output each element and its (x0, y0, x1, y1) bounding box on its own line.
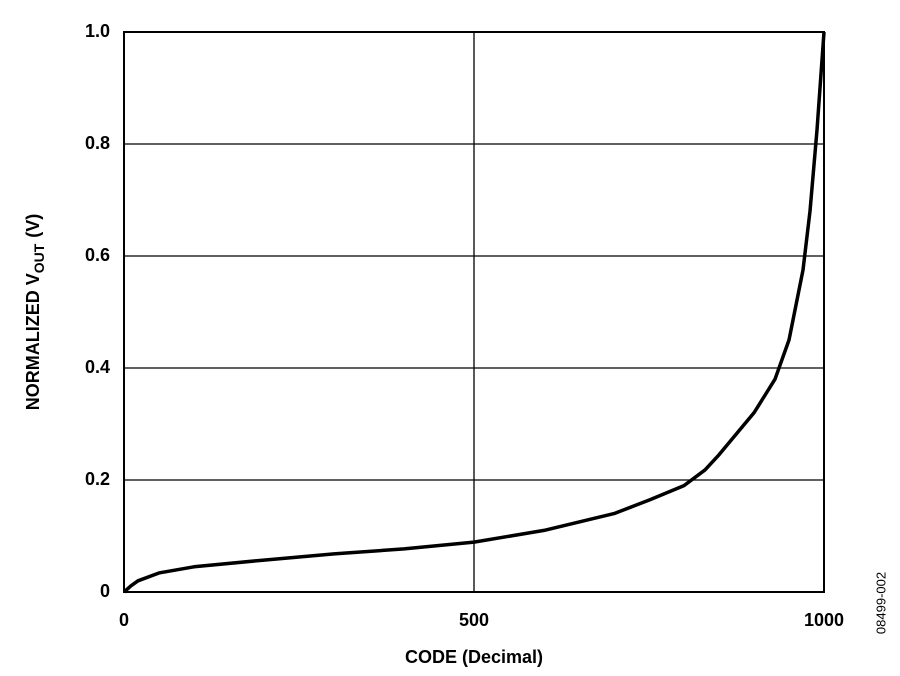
y-axis-title-sub: OUT (31, 243, 47, 273)
y-tick-label: 0 (100, 581, 110, 601)
x-tick-label: 500 (459, 610, 489, 630)
x-tick-label: 1000 (804, 610, 844, 630)
data-line (122, 31, 826, 594)
y-axis-title: NORMALIZED VOUT (V) (23, 214, 47, 411)
y-axis-title-unit: (V) (23, 214, 43, 238)
x-tick-label: 0 (119, 610, 129, 630)
plot-frame (123, 31, 825, 593)
y-axis-title-main: NORMALIZED V (23, 273, 43, 410)
y-tick-label: 0.8 (85, 133, 110, 153)
y-tick-label: 1.0 (85, 21, 110, 41)
x-axis-title: CODE (Decimal) (405, 647, 543, 667)
y-tick-label: 0.6 (85, 245, 110, 265)
y-tick-label: 0.2 (85, 469, 110, 489)
y-tick-label: 0.4 (85, 357, 110, 377)
figure-id: 08499-002 (873, 572, 888, 634)
